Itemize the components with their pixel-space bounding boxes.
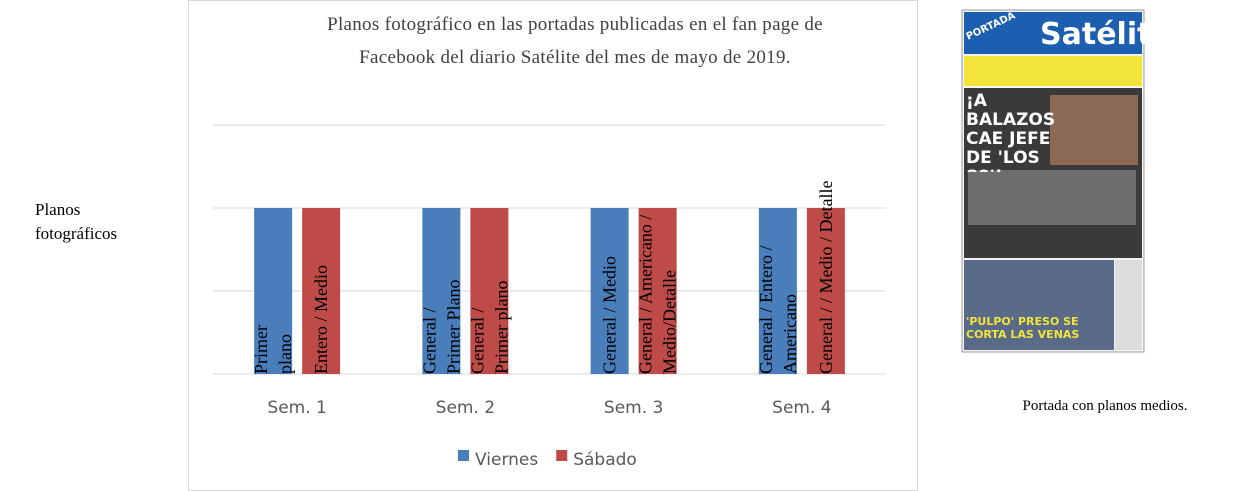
- title-box: Planos fotográfico en las portadas publi…: [290, 8, 860, 108]
- promo-band: [964, 56, 1142, 86]
- newspaper-cover: Satélite PORTADA ¡A BALAZOS CAE JEFE DE …: [962, 10, 1172, 352]
- subheadline-box: 'PULPO' PRESO SE CORTA LAS VENAS: [966, 315, 1114, 351]
- headline-box: ¡A BALAZOS CAE JEFE DE 'LOS 80'!: [966, 92, 1056, 172]
- bar-label: General / / Medio / Detalle: [816, 181, 836, 374]
- legend-swatch: [556, 450, 567, 461]
- subheadline: 'PULPO' PRESO SE CORTA LAS VENAS: [966, 315, 1114, 341]
- x-tick-label: Sem. 2: [436, 398, 495, 418]
- bar-label: General / Americano /: [636, 215, 656, 374]
- x-tick-label: Sem. 4: [772, 398, 831, 418]
- bar-label: General / Medio: [600, 256, 620, 374]
- x-tick-label: Sem. 3: [604, 398, 663, 418]
- bar-label: plano: [275, 334, 295, 374]
- sidebar: [1115, 260, 1142, 350]
- masthead: Satélite: [1040, 17, 1172, 52]
- bar-label: Primer: [251, 325, 271, 374]
- bar-label: General /: [467, 308, 487, 374]
- bar-label: Primer Plano: [443, 280, 463, 375]
- photo: [968, 170, 1136, 225]
- legend-label: Sábado: [573, 450, 637, 470]
- legend-swatch: [458, 450, 469, 461]
- legend-label: Viernes: [475, 450, 538, 470]
- chart-title: Planos fotográfico en las portadas publi…: [290, 8, 860, 74]
- headline: ¡A BALAZOS CAE JEFE DE 'LOS 80'!: [966, 92, 1056, 172]
- bar-label: Medio/Detalle: [660, 270, 680, 374]
- bar-label: Primer plano: [491, 281, 511, 374]
- page: Planosfotográficos Planos fotográfico en…: [0, 0, 1241, 491]
- x-tick-label: Sem. 1: [267, 398, 326, 418]
- document: Planosfotográficos Planos fotográfico en…: [0, 0, 1241, 491]
- bar-label: Americano: [780, 294, 800, 374]
- bar-label: Entero / Medio: [311, 265, 331, 374]
- caption: Portada con planos medios.: [1023, 398, 1188, 414]
- photo: [1050, 95, 1138, 165]
- bar-label: General / Entero /: [756, 246, 776, 374]
- bar-label: General /: [419, 308, 439, 374]
